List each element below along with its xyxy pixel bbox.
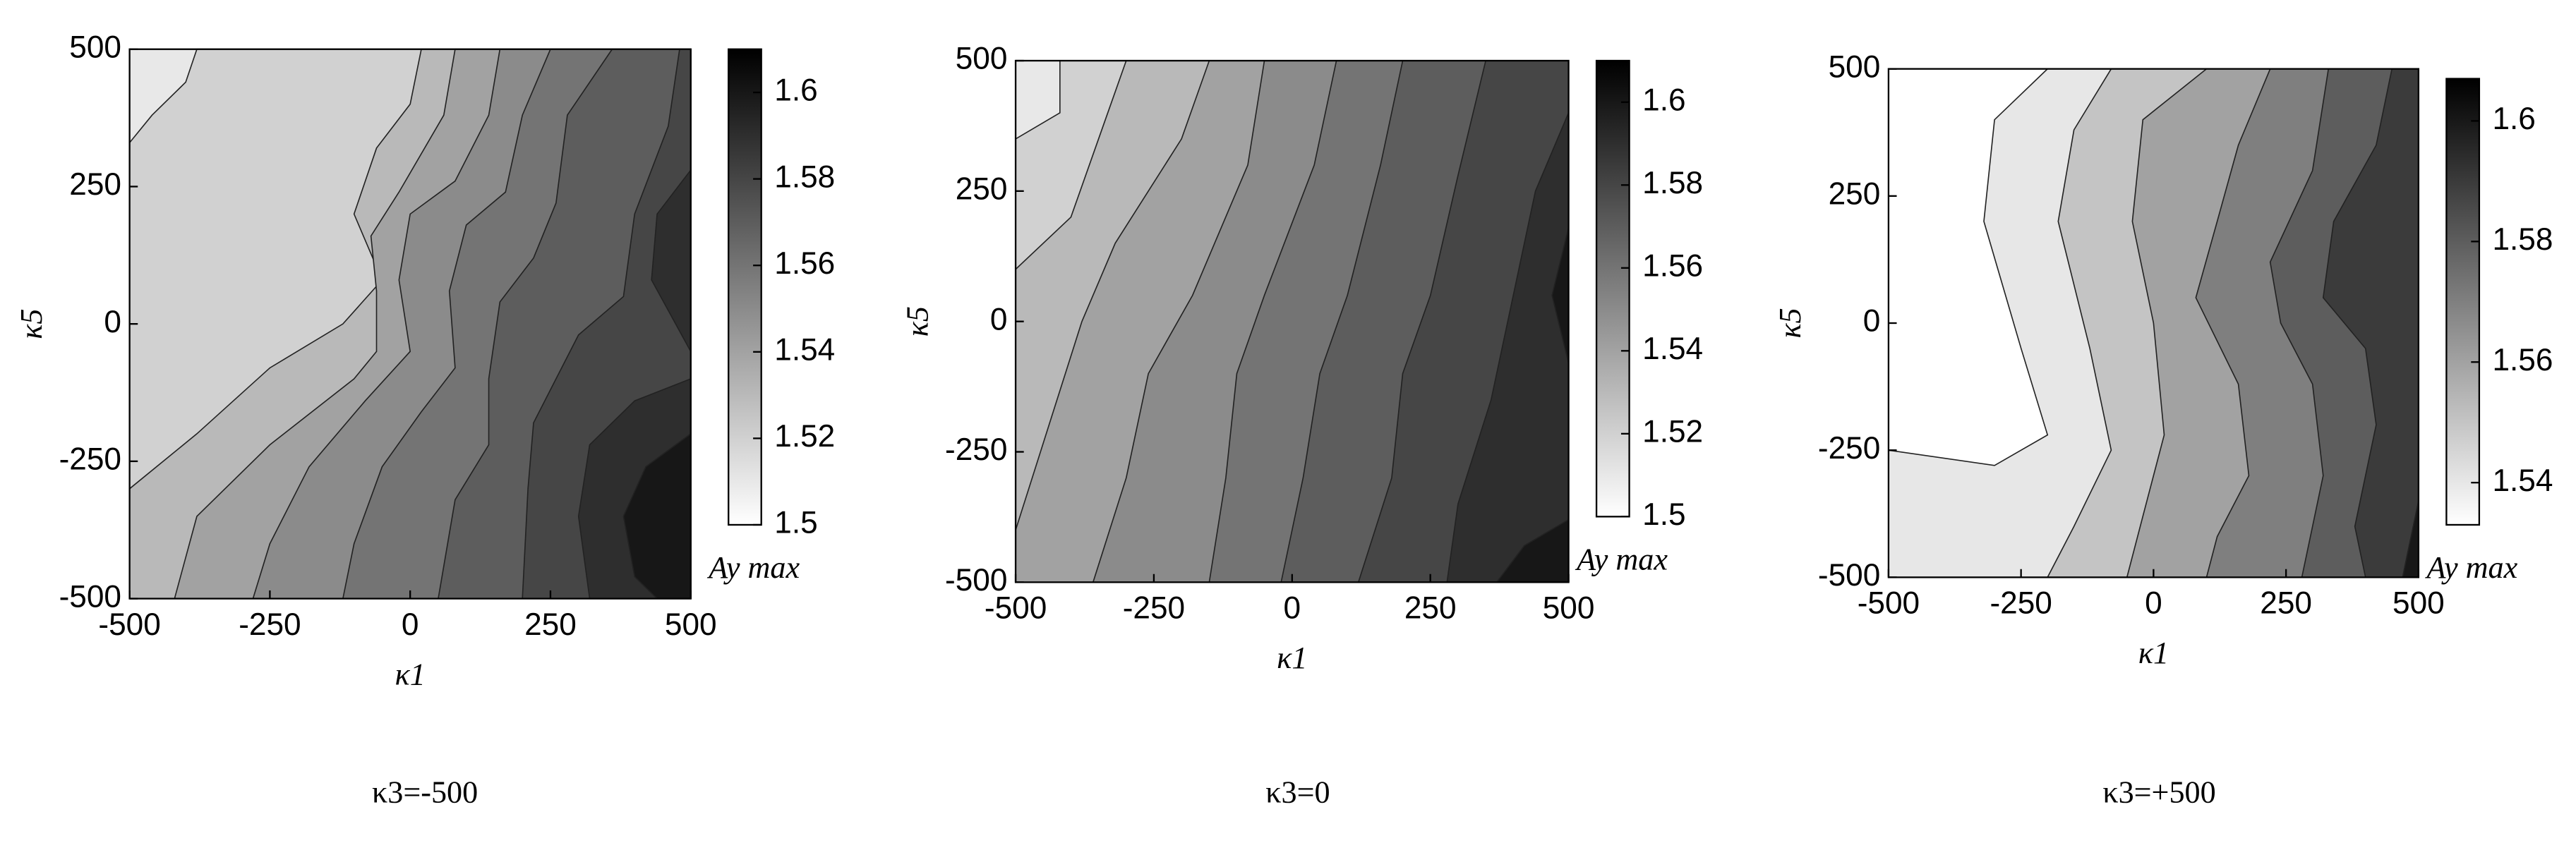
colorbar-tick-label: 1.58 [1642, 166, 1703, 200]
y-tick-label: 250 [69, 167, 121, 202]
x-tick-label: 500 [2393, 586, 2445, 621]
colorbar [2445, 78, 2481, 526]
colorbar-tick-label: 1.58 [2492, 222, 2553, 257]
y-tick-label: 0 [990, 302, 1008, 336]
colorbar-tick-label: 1.52 [1642, 415, 1703, 449]
colorbar [1595, 59, 1630, 518]
x-tick-label: 250 [1404, 591, 1457, 626]
colorbar-tick-label: 1.5 [1642, 497, 1685, 532]
y-tick-label: 500 [1829, 49, 1881, 84]
x-tick-label: -500 [98, 607, 160, 642]
x-tick-label: 0 [1284, 591, 1301, 626]
panel-title: κ3=+500 [2102, 775, 2215, 810]
y-tick-label: 500 [69, 30, 121, 64]
colorbar-tick-label: 1.6 [1642, 83, 1685, 117]
colorbar-tick-label: 1.54 [1642, 332, 1703, 366]
x-tick-label: -500 [985, 591, 1047, 626]
y-tick-label: -250 [1818, 431, 1880, 466]
colorbar-tick-label: 1.56 [1642, 248, 1703, 283]
y-tick-label: 250 [1829, 176, 1881, 211]
y-tick-label: -500 [59, 579, 121, 614]
colorbar-tick-label: 1.56 [2492, 343, 2553, 377]
y-axis-label: κ5 [1773, 308, 1807, 338]
x-tick-label: 250 [2260, 586, 2312, 621]
panel-title: κ3=0 [1265, 775, 1330, 810]
y-tick-label: 0 [1863, 304, 1881, 339]
x-tick-label: -250 [1990, 586, 2052, 621]
colorbar-tick-label: 1.5 [774, 506, 817, 540]
x-axis-label: κ1 [395, 657, 426, 691]
colorbar-label: Ay max [2424, 550, 2517, 585]
x-tick-label: 0 [402, 607, 419, 642]
x-tick-label: 250 [524, 607, 577, 642]
colorbar-label: Ay max [1575, 542, 1668, 577]
colorbar-tick-label: 1.56 [774, 246, 835, 281]
colorbar [728, 48, 762, 526]
y-tick-label: -250 [945, 432, 1007, 467]
x-tick-label: -250 [1123, 591, 1185, 626]
colorbar-tick-label: 1.54 [2492, 463, 2553, 498]
x-axis-label: κ1 [1277, 641, 1307, 675]
y-tick-label: -500 [1818, 558, 1880, 593]
y-tick-label: -500 [945, 563, 1007, 598]
x-tick-label: 0 [2145, 586, 2162, 621]
colorbar-tick-label: 1.6 [774, 73, 817, 108]
x-tick-label: -250 [239, 607, 301, 642]
x-tick-label: -500 [1858, 586, 1920, 621]
y-tick-label: 500 [956, 42, 1008, 76]
y-tick-label: 250 [956, 172, 1008, 207]
y-axis-label: κ5 [900, 306, 934, 336]
colorbar-tick-label: 1.52 [774, 419, 835, 454]
panel-title: κ3=-500 [372, 775, 478, 810]
x-tick-label: 500 [665, 607, 717, 642]
colorbar-label: Ay max [706, 550, 800, 585]
colorbar-tick-label: 1.58 [774, 159, 835, 194]
y-tick-label: -250 [59, 442, 121, 477]
colorbar-tick-label: 1.6 [2492, 102, 2535, 136]
x-axis-label: κ1 [2138, 636, 2169, 670]
y-axis-label: κ5 [14, 309, 49, 339]
x-tick-label: 500 [1543, 591, 1595, 626]
colorbar-tick-label: 1.54 [774, 332, 835, 367]
y-tick-label: 0 [104, 305, 121, 339]
